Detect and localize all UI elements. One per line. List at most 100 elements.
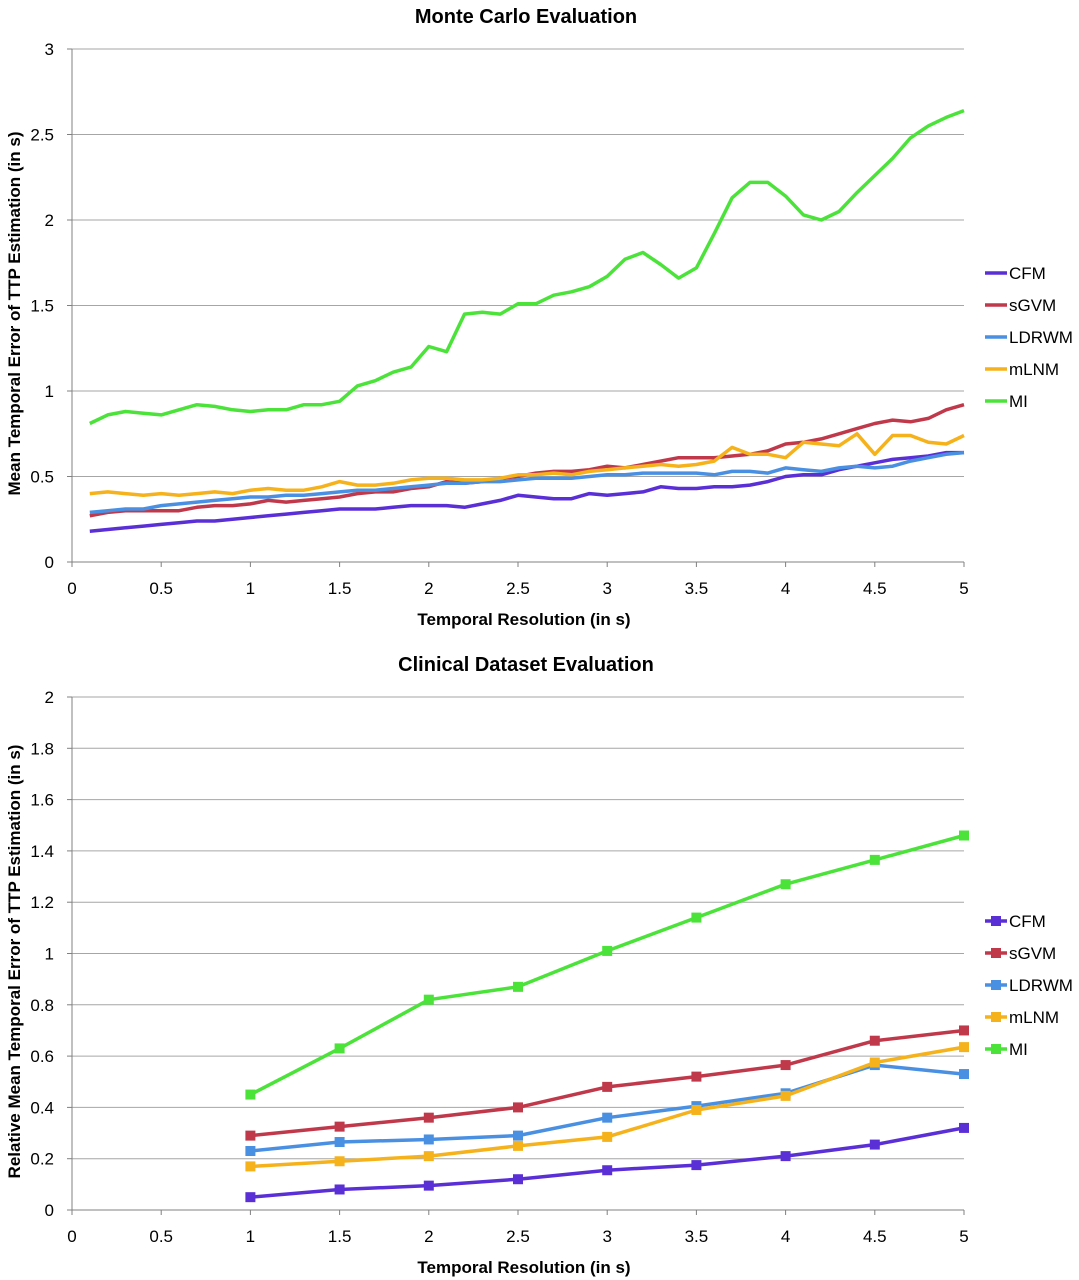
data-point bbox=[245, 1130, 256, 1141]
data-point bbox=[869, 1057, 880, 1068]
data-point bbox=[959, 1122, 969, 1133]
legend-label: MI bbox=[1009, 392, 1028, 411]
x-tick-label: 3 bbox=[602, 1227, 611, 1246]
series-cfm bbox=[89, 450, 964, 533]
x-tick-label: 2.5 bbox=[506, 579, 530, 598]
data-point bbox=[602, 945, 613, 956]
data-point bbox=[245, 1192, 256, 1203]
x-tick-label: 2 bbox=[424, 579, 433, 598]
y-tick-label: 1 bbox=[45, 382, 54, 401]
legend-item-ldrwm: LDRWM bbox=[985, 328, 1073, 347]
data-point bbox=[423, 1180, 434, 1191]
legend-marker bbox=[991, 916, 1001, 926]
y-tick-label: 1.2 bbox=[30, 893, 54, 912]
data-point bbox=[513, 1102, 523, 1113]
series-mlnm bbox=[89, 432, 965, 498]
x-tick-label: 4 bbox=[781, 1227, 790, 1246]
x-tick-label: 0.5 bbox=[149, 1227, 173, 1246]
y-tick-label: 1.4 bbox=[30, 842, 54, 861]
y-axis-label: Relative Mean Temporal Error of TTP Esti… bbox=[5, 745, 24, 1179]
data-point bbox=[691, 912, 702, 923]
x-tick-label: 4.5 bbox=[863, 579, 887, 598]
data-point bbox=[959, 1042, 969, 1053]
data-point bbox=[334, 1121, 345, 1132]
x-tick-label: 4.5 bbox=[863, 1227, 887, 1246]
y-tick-label: 1.6 bbox=[30, 791, 54, 810]
x-tick-label: 2 bbox=[424, 1227, 433, 1246]
y-tick-label: 0 bbox=[45, 553, 54, 572]
legend-label: sGVM bbox=[1009, 944, 1056, 963]
series-mi bbox=[245, 830, 969, 1100]
chart-title: Clinical Dataset Evaluation bbox=[398, 654, 654, 676]
data-point bbox=[869, 1139, 880, 1150]
data-point bbox=[423, 994, 434, 1005]
series-line-ldrwm bbox=[89, 450, 965, 515]
y-tick-label: 0 bbox=[45, 1201, 54, 1220]
y-tick-label: 0.5 bbox=[30, 468, 54, 487]
series-ldrwm bbox=[89, 450, 965, 515]
data-point bbox=[334, 1156, 345, 1167]
data-point bbox=[334, 1137, 345, 1148]
x-tick-label: 1 bbox=[246, 579, 255, 598]
y-tick-label: 3 bbox=[45, 40, 54, 59]
data-point bbox=[691, 1071, 702, 1082]
y-tick-label: 1 bbox=[45, 945, 54, 964]
series-sgvm bbox=[245, 1025, 969, 1141]
legend-marker bbox=[991, 948, 1001, 958]
series-mlnm bbox=[245, 1042, 969, 1172]
y-tick-label: 2 bbox=[45, 688, 54, 707]
x-tick-label: 4 bbox=[781, 579, 790, 598]
y-tick-label: 1.5 bbox=[30, 297, 54, 316]
legend-item-mlnm: mLNM bbox=[985, 360, 1059, 379]
x-tick-label: 3.5 bbox=[685, 1227, 709, 1246]
data-point bbox=[513, 1174, 523, 1185]
data-point bbox=[602, 1081, 613, 1092]
data-point bbox=[513, 981, 523, 992]
data-point bbox=[423, 1134, 434, 1145]
data-point bbox=[959, 830, 969, 841]
data-point bbox=[245, 1146, 256, 1157]
data-point bbox=[602, 1131, 613, 1142]
y-tick-label: 0.6 bbox=[30, 1047, 54, 1066]
data-point bbox=[245, 1089, 256, 1100]
legend-label: sGVM bbox=[1009, 296, 1056, 315]
y-tick-label: 2.5 bbox=[30, 126, 54, 145]
data-point bbox=[513, 1140, 523, 1151]
legend-item-mi: MI bbox=[985, 1040, 1028, 1059]
data-point bbox=[691, 1160, 702, 1171]
data-point bbox=[334, 1184, 345, 1195]
legend-item-cfm: CFM bbox=[985, 264, 1046, 283]
legend-item-ldrwm: LDRWM bbox=[985, 976, 1073, 995]
data-point bbox=[691, 1104, 702, 1115]
y-axis-label: Mean Temporal Error of TTP Estimation (i… bbox=[5, 132, 24, 496]
data-point bbox=[602, 1112, 613, 1123]
legend-item-mi: MI bbox=[985, 392, 1028, 411]
data-point bbox=[423, 1151, 434, 1162]
data-point bbox=[869, 854, 880, 865]
data-point bbox=[780, 879, 791, 890]
x-tick-label: 3.5 bbox=[685, 579, 709, 598]
series-line-cfm bbox=[89, 450, 964, 533]
data-point bbox=[780, 1151, 791, 1162]
y-tick-label: 2 bbox=[45, 211, 54, 230]
x-tick-label: 5 bbox=[959, 1227, 968, 1246]
x-tick-label: 1.5 bbox=[328, 1227, 352, 1246]
legend-label: LDRWM bbox=[1009, 976, 1073, 995]
data-point bbox=[423, 1112, 434, 1123]
x-tick-label: 1.5 bbox=[328, 579, 352, 598]
legend-label: LDRWM bbox=[1009, 328, 1073, 347]
legend-marker bbox=[991, 980, 1001, 990]
x-tick-label: 2.5 bbox=[506, 1227, 530, 1246]
legend-item-mlnm: mLNM bbox=[985, 1008, 1059, 1027]
data-point bbox=[959, 1069, 969, 1080]
legend-label: CFM bbox=[1009, 264, 1046, 283]
series-line-mlnm bbox=[89, 432, 965, 498]
legend-label: CFM bbox=[1009, 912, 1046, 931]
y-tick-label: 0.8 bbox=[30, 996, 54, 1015]
legend-label: mLNM bbox=[1009, 1008, 1059, 1027]
data-point bbox=[334, 1043, 345, 1054]
x-axis-label: Temporal Resolution (in s) bbox=[417, 610, 630, 629]
chart-title: Monte Carlo Evaluation bbox=[415, 6, 637, 28]
x-tick-label: 0 bbox=[67, 579, 76, 598]
